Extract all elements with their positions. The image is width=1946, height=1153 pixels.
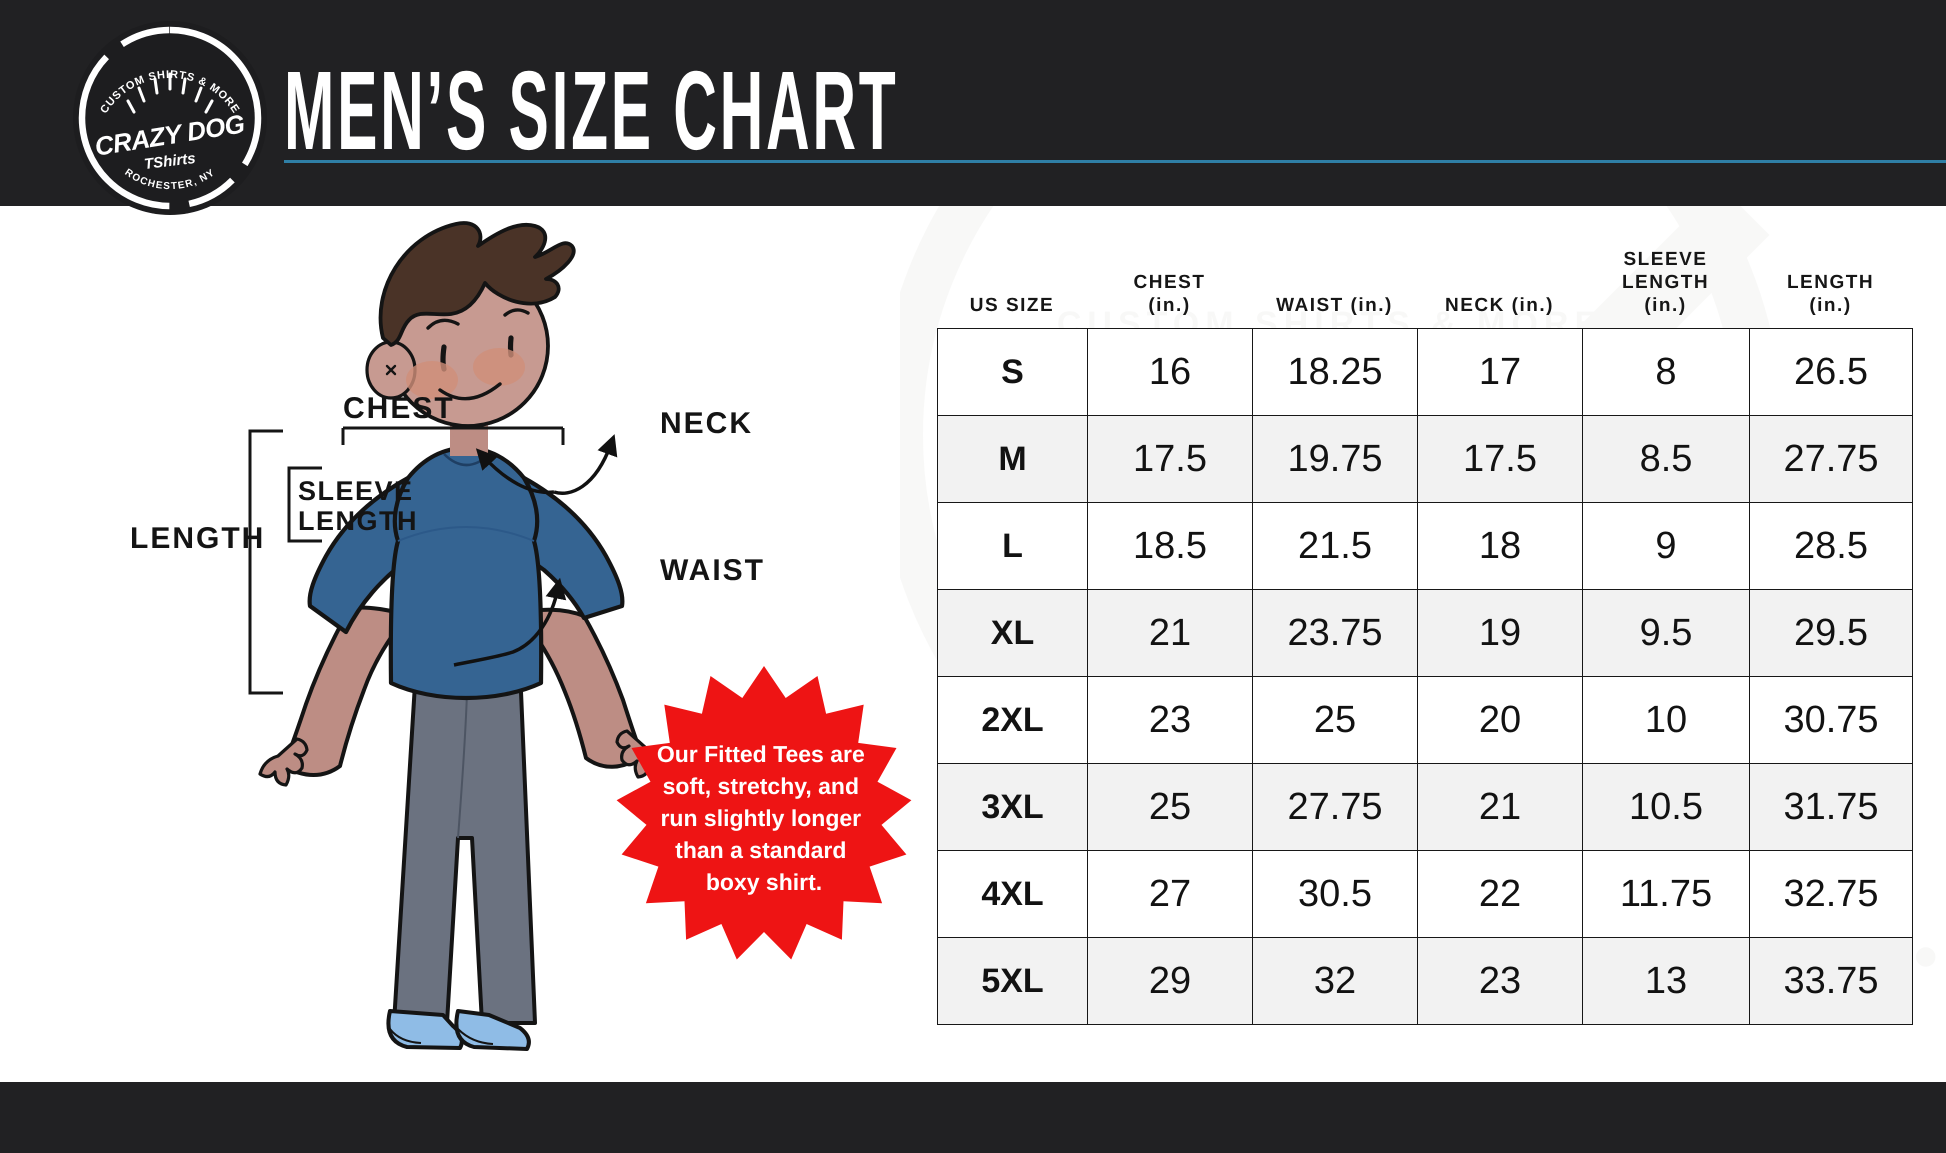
- svg-text:WAIST: WAIST: [660, 554, 765, 587]
- svg-text:LENGTH: LENGTH: [130, 522, 265, 555]
- svg-text:SLEEVE: SLEEVE: [298, 476, 414, 506]
- svg-text:LENGTH: LENGTH: [298, 506, 418, 536]
- svg-text:NECK: NECK: [660, 407, 753, 440]
- svg-text:CHEST: CHEST: [343, 392, 455, 425]
